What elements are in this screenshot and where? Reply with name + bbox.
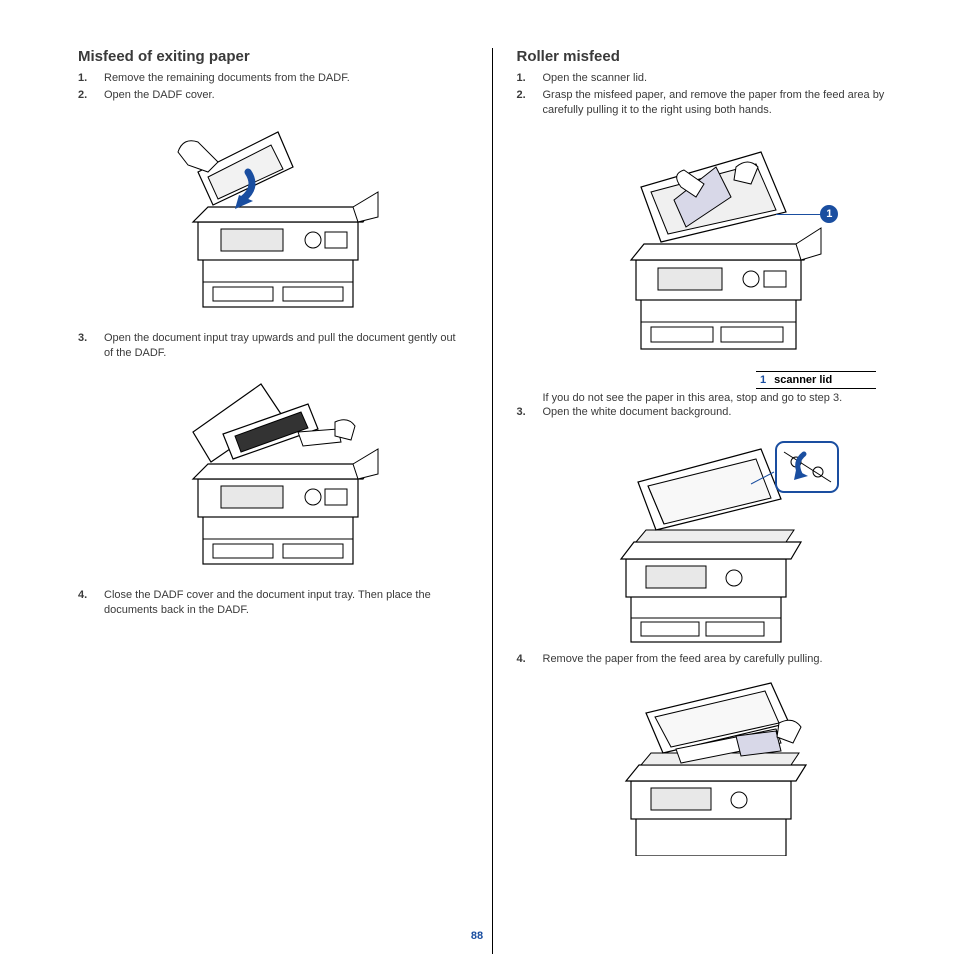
left-step-3: 3.Open the document input tray upwards a… bbox=[78, 331, 468, 361]
figure-left-1 bbox=[78, 117, 468, 317]
printer-illustration bbox=[163, 117, 383, 317]
callout-text: scanner lid bbox=[774, 374, 832, 386]
callout-line bbox=[776, 214, 821, 215]
right-note: If you do not see the paper in this area… bbox=[517, 391, 907, 406]
callout-number: 1 bbox=[760, 374, 766, 386]
callout-table: 1 scanner lid bbox=[756, 371, 876, 389]
printer-illustration bbox=[581, 681, 841, 856]
right-step-4: 4.Remove the paper from the feed area by… bbox=[517, 652, 907, 667]
step-3: 3.Open the white document background. bbox=[531, 405, 907, 420]
step-4: 4.Remove the paper from the feed area by… bbox=[531, 652, 907, 667]
figure-left-2 bbox=[78, 374, 468, 574]
left-step-4: 4.Close the DADF cover and the document … bbox=[78, 588, 468, 618]
callout-badge-1: 1 bbox=[820, 205, 838, 223]
figure-right-3 bbox=[517, 681, 907, 856]
left-heading: Misfeed of exiting paper bbox=[78, 48, 468, 65]
step-3: 3.Open the document input tray upwards a… bbox=[92, 331, 468, 361]
manual-page: Misfeed of exiting paper 1.Remove the re… bbox=[0, 0, 954, 954]
right-step-3: 3.Open the white document background. bbox=[517, 405, 907, 420]
step-2: 2.Grasp the misfeed paper, and remove th… bbox=[531, 88, 907, 118]
left-steps-12: 1.Remove the remaining documents from th… bbox=[78, 71, 468, 103]
right-steps-12: 1.Open the scanner lid. 2.Grasp the misf… bbox=[517, 71, 907, 118]
printer-illustration bbox=[576, 434, 846, 644]
right-column: Roller misfeed 1.Open the scanner lid. 2… bbox=[492, 48, 907, 954]
figure-right-2 bbox=[517, 434, 907, 644]
right-heading: Roller misfeed bbox=[517, 48, 907, 65]
figure-right-1: 1 bbox=[517, 132, 907, 357]
step-2: 2.Open the DADF cover. bbox=[92, 88, 468, 103]
left-column: Misfeed of exiting paper 1.Remove the re… bbox=[78, 48, 492, 954]
step-1: 1.Open the scanner lid. bbox=[531, 71, 907, 86]
step-1: 1.Remove the remaining documents from th… bbox=[92, 71, 468, 86]
printer-illustration: 1 bbox=[586, 132, 836, 357]
page-number: 88 bbox=[0, 930, 954, 942]
step-4: 4.Close the DADF cover and the document … bbox=[92, 588, 468, 618]
printer-illustration bbox=[163, 374, 383, 574]
